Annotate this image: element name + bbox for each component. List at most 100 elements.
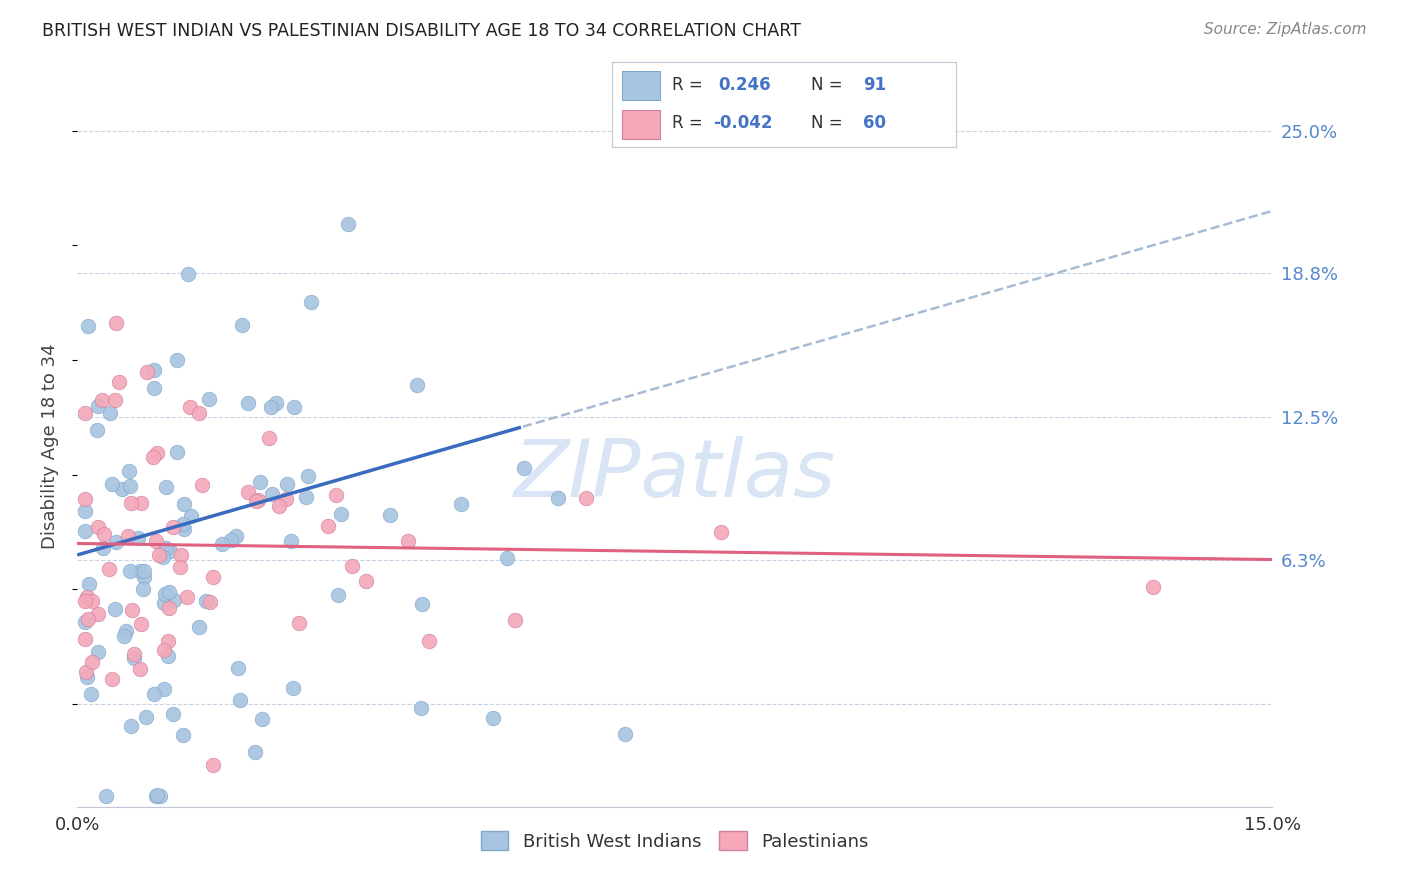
Point — [201, 570, 224, 584]
Point — [76, 612, 98, 626]
Point — [482, 711, 505, 725]
Point — [134, 569, 156, 583]
Point — [1142, 580, 1164, 594]
Point — [145, 446, 167, 460]
Point — [274, 491, 297, 506]
Point — [104, 393, 127, 408]
Point — [127, 531, 149, 545]
Point — [87, 645, 110, 659]
Point — [159, 544, 181, 558]
Point — [177, 267, 200, 281]
Text: Source: ZipAtlas.com: Source: ZipAtlas.com — [1204, 22, 1367, 37]
Point — [105, 316, 128, 330]
Point — [120, 564, 142, 578]
Point — [169, 559, 191, 574]
Point — [219, 533, 242, 547]
Text: 91: 91 — [863, 76, 886, 94]
Point — [128, 564, 150, 578]
Point — [198, 595, 221, 609]
Legend: British West Indians, Palestinians: British West Indians, Palestinians — [472, 822, 877, 860]
Point — [153, 682, 176, 697]
Point — [75, 665, 97, 679]
Point — [135, 710, 157, 724]
Point — [91, 392, 114, 407]
Point — [225, 529, 247, 543]
Point — [75, 632, 97, 647]
Point — [112, 629, 135, 643]
Point — [166, 445, 188, 459]
Point — [547, 491, 569, 506]
Point — [172, 517, 194, 532]
Point — [75, 524, 97, 538]
Point — [283, 400, 305, 414]
Point — [104, 534, 127, 549]
Point — [155, 587, 177, 601]
Point — [191, 478, 214, 492]
Point — [450, 497, 472, 511]
Text: N =: N = — [811, 114, 844, 132]
Point — [107, 375, 129, 389]
Point — [250, 712, 273, 726]
Point — [122, 651, 145, 665]
Point — [100, 476, 122, 491]
Point — [149, 789, 172, 803]
Point — [98, 406, 121, 420]
Point — [710, 524, 733, 539]
Point — [406, 378, 429, 392]
Point — [121, 603, 143, 617]
Point — [86, 520, 108, 534]
Point — [180, 509, 202, 524]
Point — [145, 534, 167, 549]
Point — [75, 615, 97, 629]
Point — [503, 613, 526, 627]
Point — [76, 670, 98, 684]
Point — [87, 607, 110, 621]
Point — [120, 479, 142, 493]
Point — [91, 541, 114, 555]
Point — [152, 549, 174, 564]
Point — [380, 508, 402, 522]
Point — [143, 687, 166, 701]
Point — [145, 789, 167, 803]
Point — [187, 406, 209, 420]
Point — [163, 592, 186, 607]
Point — [98, 562, 121, 576]
Point — [122, 647, 145, 661]
Point — [152, 597, 174, 611]
Text: 60: 60 — [863, 114, 886, 132]
Point — [77, 318, 100, 333]
Point — [131, 616, 153, 631]
FancyBboxPatch shape — [621, 110, 659, 139]
Point — [166, 353, 188, 368]
Point — [143, 381, 166, 395]
Point — [111, 482, 134, 496]
Point — [75, 594, 97, 608]
Point — [155, 480, 177, 494]
Point — [104, 602, 127, 616]
Point — [336, 217, 359, 231]
Point — [170, 548, 193, 562]
Point — [148, 548, 170, 562]
Point — [176, 590, 198, 604]
Point — [299, 294, 322, 309]
Text: BRITISH WEST INDIAN VS PALESTINIAN DISABILITY AGE 18 TO 34 CORRELATION CHART: BRITISH WEST INDIAN VS PALESTINIAN DISAB… — [42, 22, 801, 40]
Point — [260, 401, 283, 415]
Point — [172, 728, 194, 742]
Point — [238, 396, 260, 410]
Point — [156, 649, 179, 664]
Point — [101, 672, 124, 686]
Point — [120, 496, 142, 510]
Point — [117, 464, 139, 478]
Point — [325, 488, 347, 502]
Point — [613, 727, 636, 741]
Point — [136, 365, 159, 379]
Point — [266, 396, 288, 410]
Point — [280, 534, 302, 549]
Point — [120, 719, 142, 733]
Point — [115, 624, 138, 639]
Point — [229, 692, 252, 706]
Point — [283, 681, 305, 695]
Point — [249, 475, 271, 490]
Point — [245, 494, 267, 508]
Point — [259, 431, 281, 445]
